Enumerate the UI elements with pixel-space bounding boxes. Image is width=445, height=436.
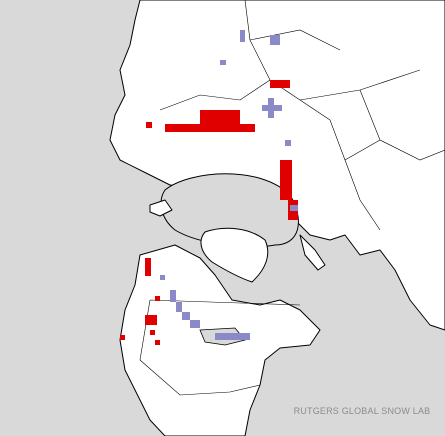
snow-patch [290, 205, 298, 211]
credit: RUTGERS GLOBAL SNOW LAB [294, 406, 431, 416]
snow-patch [182, 312, 190, 320]
arctic-ocean [160, 173, 299, 248]
snow-patch [120, 335, 125, 340]
snow-patch [215, 333, 250, 340]
snow-patch [165, 124, 255, 132]
snow-patch [268, 98, 274, 118]
snow-patch [220, 60, 226, 65]
snow-patch [190, 320, 200, 328]
snow-patch [270, 80, 290, 88]
snow-cover [120, 30, 298, 345]
snow-patch [240, 30, 245, 42]
iceland [149, 199, 173, 217]
snow-patch [145, 258, 151, 276]
snow-patch [155, 296, 160, 301]
snow-patch [145, 315, 157, 325]
snow-patch [150, 330, 155, 335]
snow-patch [176, 302, 182, 312]
snow-patch [170, 290, 176, 302]
snow-patch [280, 160, 292, 200]
japan [299, 234, 326, 271]
snow-patch [160, 275, 165, 280]
snow-patch [270, 35, 280, 45]
snow-patch [285, 140, 291, 146]
snow-patch [146, 122, 152, 128]
greenland [200, 227, 269, 283]
snow-patch [200, 110, 240, 124]
snow-patch [155, 340, 160, 345]
